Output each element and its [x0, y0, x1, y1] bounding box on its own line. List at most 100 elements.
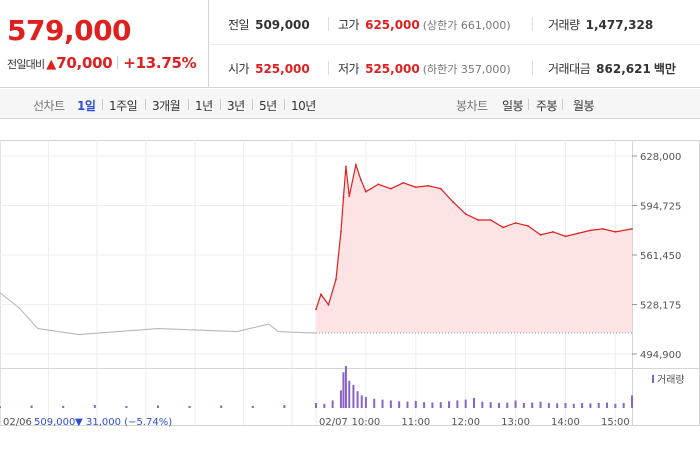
volume-bar: [531, 402, 534, 408]
volume-bar: [406, 401, 409, 408]
period-5y[interactable]: 5년: [259, 99, 277, 113]
current-price: 579,000: [7, 14, 132, 47]
high-stat: 고가 625,000 (상한가 661,000): [338, 16, 511, 33]
period-10y[interactable]: 10년: [291, 99, 316, 113]
price-point: [452, 201, 455, 204]
period-1w[interactable]: 1주일: [109, 99, 138, 113]
price-point: [477, 219, 480, 221]
y-tick-label: 594,725: [640, 202, 681, 213]
volume-bar: [497, 402, 500, 408]
candle-monthly[interactable]: 월봉: [573, 99, 595, 113]
price-point: [355, 164, 357, 166]
period-1d[interactable]: 1일: [77, 99, 96, 113]
volume-bar: [481, 401, 484, 408]
price-point: [564, 235, 567, 238]
low-label: 저가: [338, 62, 360, 76]
price-point: [614, 230, 617, 233]
y-tick-label: 628,000: [640, 152, 681, 163]
candle-daily[interactable]: 일봉: [502, 99, 524, 113]
period-1y[interactable]: 1년: [195, 99, 213, 113]
volume-bar: [0, 406, 1, 408]
open-stat: 시가 525,000: [228, 60, 310, 77]
period-3m[interactable]: 3개월: [152, 99, 181, 113]
price-point: [589, 229, 592, 232]
price-point: [389, 187, 392, 190]
price-chart: 628,000 594,725 561,450 528,175 494,900 거래량 02…: [0, 140, 700, 428]
volume-bar: [414, 400, 417, 408]
price-point: [631, 227, 633, 230]
x-tick-label: 12:00: [451, 417, 480, 428]
price-point: [427, 184, 430, 187]
y-tick-label: 528,175: [640, 301, 681, 312]
volume-bar: [389, 400, 392, 408]
volume-bar: [331, 400, 334, 408]
volume-bar: [373, 398, 376, 408]
volume-bar: [581, 402, 584, 408]
volume-label: 거래량: [548, 18, 580, 32]
price-point: [315, 308, 317, 311]
price-point: [414, 186, 417, 189]
volume-bar: [473, 397, 475, 408]
volume-bar: [456, 400, 459, 408]
price-point: [502, 226, 505, 229]
turnover-stat: 거래대금 862,621 백만: [548, 60, 676, 77]
candle-divider: [562, 99, 563, 110]
change-divider: [117, 56, 119, 69]
change-label: 전일대비: [7, 58, 45, 71]
volume-bar: [614, 403, 617, 408]
price-point: [364, 190, 367, 193]
price-point: [601, 227, 604, 230]
volume-bar: [448, 401, 451, 408]
high-label: 고가: [338, 18, 360, 32]
period-divider: [188, 99, 189, 110]
candle-chart-caption: 봉차트: [456, 99, 488, 113]
price-area: [316, 164, 632, 334]
volume-bar: [564, 402, 567, 408]
volume-bar: [606, 402, 609, 408]
line-chart-caption: 선차트: [33, 99, 65, 113]
low-value: 525,000: [365, 62, 420, 76]
volume-bar: [360, 395, 363, 408]
volume-bar: [364, 397, 367, 408]
day-date-label: 02/07: [319, 417, 348, 428]
volume-bar: [342, 372, 345, 408]
prev-close-label: 전일: [228, 18, 250, 32]
volume-value: 1,477,328: [585, 18, 654, 32]
x-tick-label: 15:00: [601, 417, 630, 428]
volume-bar: [339, 390, 342, 408]
candle-weekly[interactable]: 주봉: [536, 99, 558, 113]
y-tick-label: 561,450: [640, 251, 681, 262]
upper-limit: (상한가 661,000): [422, 19, 511, 32]
volume-bar: [423, 402, 426, 408]
change-rate: +13.75%: [123, 54, 197, 72]
volume-bar: [539, 401, 542, 408]
change-row: 전일대비 ▲70,000 +13.75%: [7, 53, 197, 72]
volume-bar: [439, 402, 442, 408]
volume-bar: [398, 401, 401, 408]
turnover-value: 862,621: [596, 62, 651, 76]
volume-bar: [352, 384, 355, 408]
price-point: [377, 183, 380, 186]
period-divider: [252, 99, 253, 110]
volume-bar: [323, 403, 326, 408]
open-value: 525,000: [255, 62, 310, 76]
prev-close-label: 509,000: [34, 417, 75, 428]
stat-divider: [532, 61, 533, 75]
period-divider: [102, 99, 103, 110]
volume-bar: [157, 405, 159, 408]
volume-bar: [506, 402, 509, 408]
volume-legend-swatch: [652, 375, 654, 383]
x-tick-label: 14:00: [551, 417, 580, 428]
prev-close-value: 509,000: [255, 18, 310, 32]
volume-bar: [597, 402, 600, 408]
price-point: [439, 187, 442, 190]
x-tick-label: 10:00: [351, 417, 380, 428]
prev-day-line: [0, 292, 317, 336]
x-tick-label: 11:00: [401, 417, 430, 428]
period-3y[interactable]: 3년: [227, 99, 245, 113]
price-point: [577, 232, 579, 235]
price-point: [345, 165, 347, 168]
candle-divider: [528, 99, 529, 110]
volume-bar: [431, 402, 434, 408]
prev-date-label: 02/06: [3, 417, 32, 428]
